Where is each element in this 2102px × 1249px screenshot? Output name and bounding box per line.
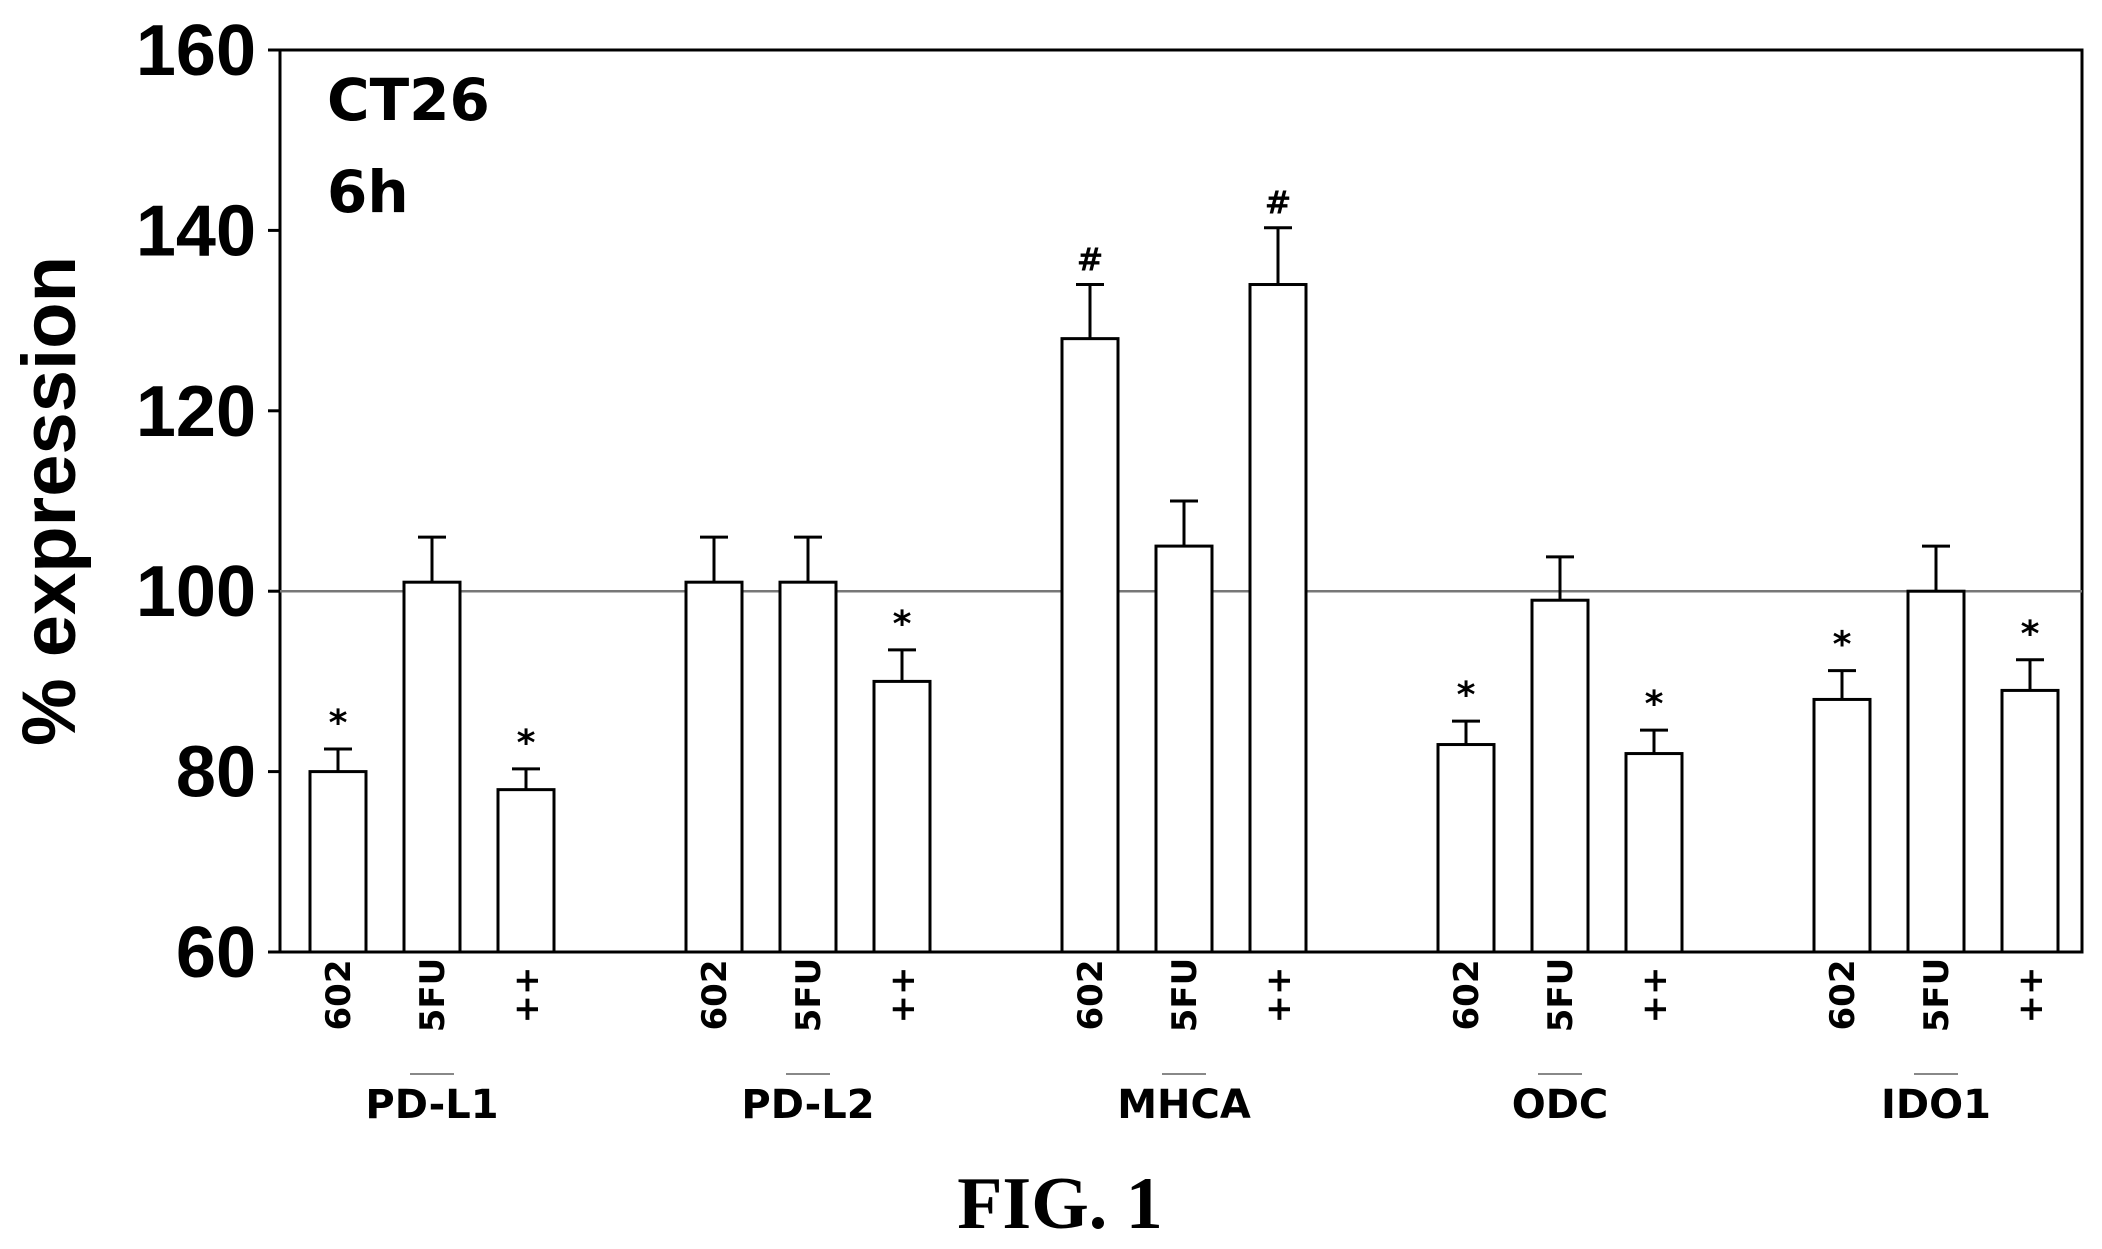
figure-caption: FIG. 1 [957, 1163, 1163, 1245]
significance-mark: * [329, 703, 348, 744]
bar-label: 5FU [789, 958, 829, 1033]
significance-mark: * [1645, 684, 1664, 725]
bar-label: ++ [1635, 967, 1675, 1024]
bar-pd-l1-1 [404, 582, 460, 952]
bar-label: 5FU [1541, 958, 1581, 1033]
y-tick-label: 60 [176, 913, 256, 993]
significance-mark: * [893, 604, 912, 645]
bar-ido1-2 [2002, 690, 2058, 952]
y-tick-label: 120 [136, 372, 256, 452]
bar-pd-l2-1 [780, 582, 836, 952]
group-label-ido1: IDO1 [1881, 1082, 1991, 1128]
significance-mark: * [517, 723, 536, 764]
bar-pd-l2-0 [686, 582, 742, 952]
bar-label: ++ [883, 967, 923, 1024]
bar-label: 5FU [413, 958, 453, 1033]
bar-pd-l2-2 [874, 681, 930, 952]
bar-mhca-1 [1156, 546, 1212, 952]
bar-odc-1 [1532, 600, 1588, 952]
bar-label: 602 [1447, 960, 1487, 1031]
significance-mark: # [1077, 241, 1104, 279]
bar-label: 5FU [1165, 958, 1205, 1033]
y-tick-label: 80 [176, 733, 256, 813]
bar-label: 602 [695, 960, 735, 1031]
y-tick-label: 100 [136, 552, 256, 632]
y-axis-label: % expression [7, 256, 92, 746]
bar-label: 602 [1071, 960, 1111, 1031]
bar-odc-2 [1626, 754, 1682, 952]
bar-ido1-1 [1908, 591, 1964, 952]
bar-pd-l1-0 [310, 772, 366, 952]
bar-ido1-0 [1814, 699, 1870, 952]
panel-text-0: CT26 [327, 66, 490, 134]
group-label-pd-l1: PD-L1 [365, 1082, 498, 1128]
bar-label: ++ [507, 967, 547, 1024]
group-label-mhca: MHCA [1117, 1082, 1251, 1128]
significance-mark: # [1265, 184, 1292, 222]
bar-mhca-2 [1250, 285, 1306, 952]
bar-label: ++ [2011, 967, 2051, 1024]
bar-label: 602 [319, 960, 359, 1031]
y-tick-label: 140 [136, 191, 256, 271]
y-tick-label: 160 [136, 11, 256, 91]
bar-mhca-0 [1062, 339, 1118, 952]
significance-mark: * [2021, 614, 2040, 655]
panel-text-1: 6h [327, 158, 409, 226]
bar-pd-l1-2 [498, 790, 554, 952]
significance-mark: * [1833, 625, 1852, 666]
bar-label: 5FU [1917, 958, 1957, 1033]
group-label-pd-l2: PD-L2 [741, 1082, 874, 1128]
significance-mark: * [1457, 675, 1476, 716]
bar-label: ++ [1259, 967, 1299, 1024]
bar-label: 602 [1823, 960, 1863, 1031]
bar-odc-0 [1438, 745, 1494, 952]
group-label-odc: ODC [1512, 1082, 1609, 1128]
